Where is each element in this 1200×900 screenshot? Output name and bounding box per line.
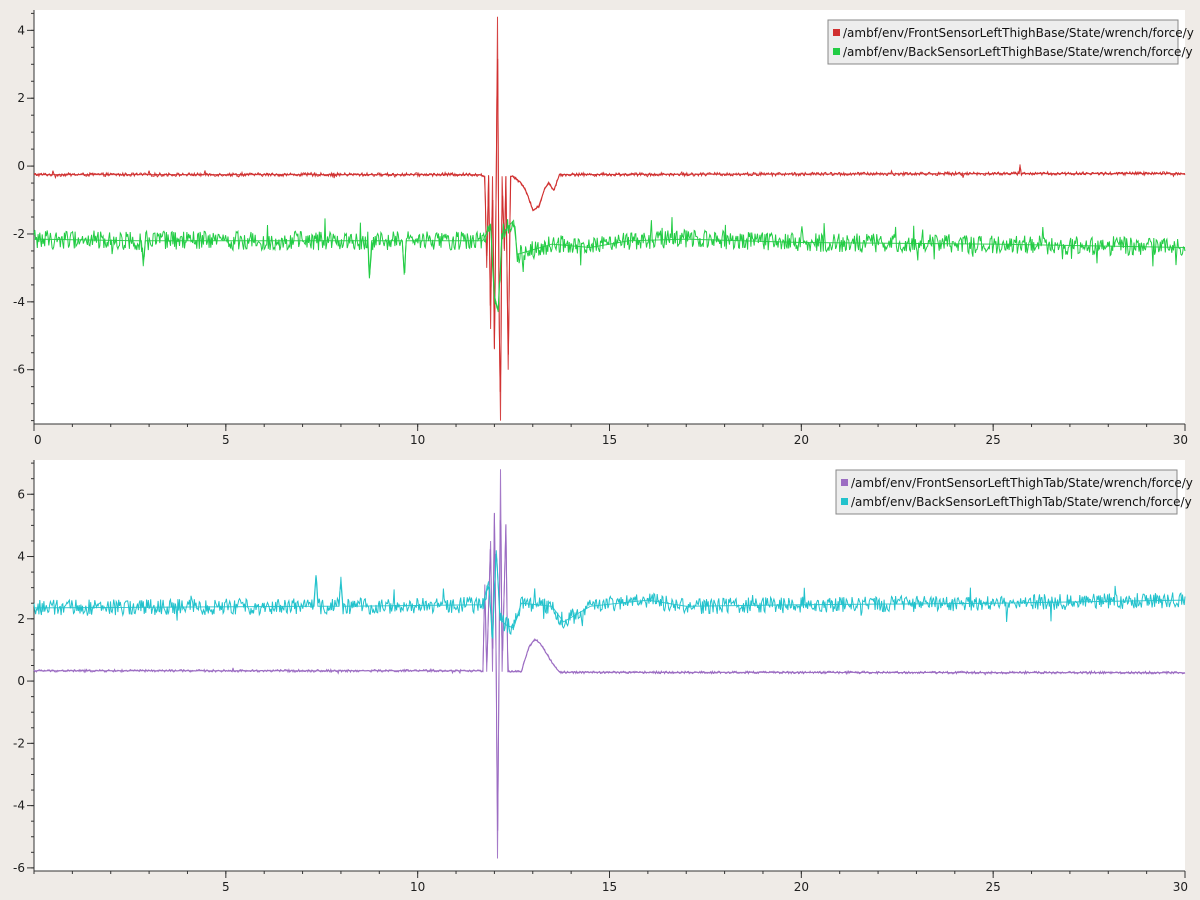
legend-swatch [841,479,848,486]
x-tick-label: 10 [410,880,425,894]
legend-swatch [833,48,840,55]
series-spike-line-2 [33,550,1186,638]
legend-box [835,469,1178,515]
x-tick-label: 10 [410,433,425,447]
series-line-2 [33,553,1186,639]
x-tick-label: 5 [222,433,230,447]
legend-swatch [841,498,848,505]
y-tick-label: -6 [13,861,25,875]
y-tick-label: 4 [17,23,25,37]
y-tick-label: -2 [13,736,25,750]
legend-entry[interactable]: /ambf/env/BackSensorLeftThighBase/State/… [843,45,1193,59]
x-tick-label: 25 [986,433,1001,447]
plot-area [34,460,1185,871]
x-tick-label: 25 [986,880,1001,894]
legend-box [827,19,1179,65]
plot-panel-bottom[interactable]: 5 10 15 20 25 306420-2-4-6/ambf/env/FrontSens… [0,450,1200,900]
x-tick-label: 15 [602,433,617,447]
y-tick-label: -4 [13,799,25,813]
x-tick-label: 15 [602,880,617,894]
plot-panel-top[interactable]: 0 5 10 15 20 25 30420-2-4-6/ambf/env/FrontSens… [0,0,1200,450]
y-tick-label: -2 [13,227,25,241]
y-tick-label: 4 [17,550,25,564]
x-tick-label: 5 [222,880,230,894]
plot-area [34,10,1185,424]
series-spike-line-1 [34,16,1185,421]
x-tick-label: 20 [794,880,809,894]
y-tick-label: 6 [17,487,25,501]
legend-entry[interactable]: /ambf/env/FrontSensorLeftThighTab/State/… [851,476,1193,490]
legend[interactable]: /ambf/env/FrontSensorLeftThighTab/State/… [835,469,1193,515]
y-tick-label: -4 [13,295,25,309]
series-spike-line-1 [34,469,1186,859]
legend[interactable]: /ambf/env/FrontSensorLeftThighBase/State… [827,19,1194,65]
legend-swatch [833,29,840,36]
series-spike-line-2 [33,219,1186,313]
y-tick-label: 2 [17,612,25,626]
x-tick-label: 30 [1173,880,1188,894]
y-tick-label: 2 [17,91,25,105]
legend-entry[interactable]: /ambf/env/BackSensorLeftThighTab/State/w… [851,495,1192,509]
x-tick-label: 20 [794,433,809,447]
y-tick-label: 0 [17,159,25,173]
x-tick-label: 0 [34,433,42,447]
legend-entry[interactable]: /ambf/env/FrontSensorLeftThighBase/State… [843,26,1194,40]
y-tick-label: -6 [13,363,25,377]
x-tick-label: 30 [1173,433,1188,447]
series-line-2 [33,217,1186,311]
y-tick-label: 0 [17,674,25,688]
